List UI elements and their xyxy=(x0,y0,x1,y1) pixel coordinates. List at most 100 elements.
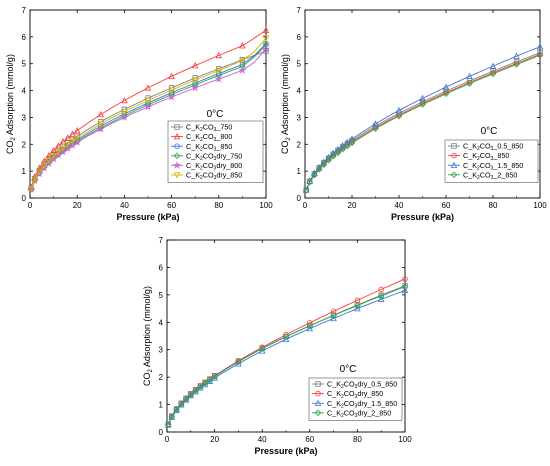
data-point xyxy=(402,276,408,282)
legend-item: C_K2CO3dry_850 xyxy=(171,171,242,182)
data-point xyxy=(306,322,314,330)
data-point xyxy=(261,44,271,53)
y-tick-label: 3 xyxy=(297,113,302,122)
data-point xyxy=(206,376,214,384)
data-point xyxy=(64,142,72,149)
data-point xyxy=(164,421,172,428)
data-point xyxy=(69,138,76,146)
data-point xyxy=(536,52,544,59)
data-point xyxy=(330,312,337,319)
data-point xyxy=(378,286,384,293)
data-point xyxy=(211,373,218,380)
x-tick-label: 60 xyxy=(442,201,451,210)
data-point xyxy=(40,163,48,170)
data-point xyxy=(97,124,105,132)
data-point xyxy=(97,110,105,118)
x-tick-label: 0 xyxy=(165,435,170,444)
data-point xyxy=(168,413,176,420)
data-point xyxy=(329,149,337,156)
data-point xyxy=(143,102,153,111)
x-tick-label: 100 xyxy=(259,201,273,210)
x-tick-label: 60 xyxy=(167,201,176,210)
data-point xyxy=(73,138,82,146)
data-point xyxy=(168,72,175,80)
data-point xyxy=(121,96,128,104)
legend-item: C_K2CO3_850 xyxy=(448,151,509,162)
y-tick-label: 4 xyxy=(159,318,164,327)
legend-marker xyxy=(314,399,322,406)
series-line xyxy=(30,48,267,190)
data-point xyxy=(187,391,195,398)
x-tick-label: 60 xyxy=(305,435,314,444)
data-point xyxy=(197,383,204,391)
data-point xyxy=(262,41,270,49)
data-point xyxy=(489,70,497,78)
data-point xyxy=(401,283,409,290)
data-point xyxy=(31,177,38,184)
y-tick-label: 6 xyxy=(22,33,27,42)
x-tick-label: 20 xyxy=(348,201,357,210)
legend-label: C_K2CO3dry_2_850 xyxy=(327,408,391,419)
data-point xyxy=(334,145,342,153)
y-tick-label: 0 xyxy=(22,194,27,203)
data-point xyxy=(306,178,313,186)
data-point xyxy=(173,406,180,413)
data-point xyxy=(442,90,450,98)
y-tick-label: 7 xyxy=(297,6,302,15)
data-point xyxy=(144,97,152,105)
chart-panel-1: 0 20 40 60 80 100 0 1 2 3 4 5 6 7 Pressure (kPa) CO2 Ad… xyxy=(5,6,273,222)
data-point xyxy=(63,144,72,153)
temperature-annotation: 0°C xyxy=(481,126,498,137)
y-tick-label: 0 xyxy=(159,428,164,437)
y-tick-label: 5 xyxy=(159,291,164,300)
y-tick-label: 2 xyxy=(159,373,164,382)
data-point xyxy=(466,72,473,80)
series-line xyxy=(305,52,541,191)
legend-marker xyxy=(174,124,180,130)
data-point xyxy=(239,57,246,65)
data-point xyxy=(325,153,332,161)
legend-label: C_K2CO3_850 xyxy=(186,142,232,153)
y-tick-label: 5 xyxy=(22,60,27,69)
data-point xyxy=(121,108,128,116)
data-point xyxy=(330,308,337,315)
legend-marker xyxy=(173,152,181,160)
y-tick-label: 0 xyxy=(297,194,302,203)
data-point xyxy=(401,286,409,294)
legend-item: C_K2CO3dry_2_850 xyxy=(312,408,391,419)
legend-item: C_K2CO3dry_750 xyxy=(171,151,242,162)
temperature-annotation: 0°C xyxy=(207,109,224,120)
y-tick-label: 4 xyxy=(22,87,27,96)
legend-label: C_K2CO3dry_850 xyxy=(186,171,242,182)
data-point xyxy=(36,168,43,176)
legend-box xyxy=(444,139,539,183)
data-point xyxy=(354,305,361,312)
data-point xyxy=(330,314,337,322)
data-point xyxy=(339,142,346,149)
x-tick-label: 40 xyxy=(395,201,404,210)
data-point xyxy=(178,400,185,408)
legend-marker xyxy=(174,143,180,149)
data-point xyxy=(513,52,520,59)
legend-item: C_K2CO3_2_850 xyxy=(448,170,517,181)
data-point xyxy=(258,347,266,354)
x-tick-label: 0 xyxy=(28,201,33,210)
legend-label: C_K2CO3_850 xyxy=(463,151,509,162)
data-point xyxy=(238,66,247,74)
data-point xyxy=(45,157,53,165)
legend-label: C_K2CO3dry_850 xyxy=(327,389,383,400)
legend-marker xyxy=(173,172,181,179)
legend-label: C_K2CO3dry_750 xyxy=(186,151,242,162)
data-point xyxy=(302,186,310,193)
chart-panel-2: 0 20 40 60 80 100 0 1 2 3 4 5 6 7 Pressure (kPa) CO2 Ad… xyxy=(280,6,547,222)
legend-label: C_K2CO3dry_800 xyxy=(186,161,242,172)
data-point xyxy=(45,151,53,159)
y-axis-label: CO2 Adsorption (mmol/g) xyxy=(142,286,154,386)
data-point xyxy=(395,112,403,120)
data-point xyxy=(68,141,77,149)
data-point xyxy=(377,295,385,302)
data-point xyxy=(73,138,81,145)
legend-marker xyxy=(450,161,458,168)
y-tick-label: 7 xyxy=(22,6,27,15)
y-axis-label: CO2 Adsorption (mmol/g) xyxy=(5,54,17,154)
